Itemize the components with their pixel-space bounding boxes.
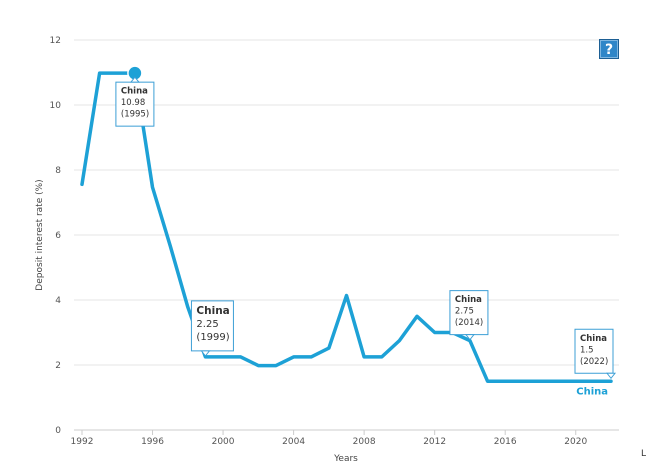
y-tick-label: 8 — [55, 166, 61, 176]
tooltip-pointer — [129, 76, 140, 83]
x-tick-label: 2012 — [423, 437, 446, 447]
tooltip-year: (2022) — [580, 357, 608, 367]
tooltip-year: (2014) — [455, 318, 483, 328]
y-tick-label: 6 — [55, 231, 61, 241]
tooltip-pointer — [200, 350, 211, 357]
y-tick-label: 0 — [55, 426, 61, 436]
tooltip-box — [190, 300, 234, 352]
x-tick-label: 2000 — [212, 437, 235, 447]
y-tick-label: 4 — [55, 296, 61, 306]
x-tick-label: 2008 — [353, 437, 376, 447]
tooltip-series-name: China — [121, 87, 148, 97]
annotation-tooltip: China 2.75(2014) — [449, 290, 489, 341]
tooltip-box — [449, 290, 489, 336]
tooltip-series-name: China — [580, 334, 607, 344]
x-tick-label: 2004 — [282, 437, 305, 447]
corner-mark: L — [641, 449, 647, 459]
tooltip-value: 10.98 — [121, 98, 145, 108]
tooltip-year: (1995) — [121, 110, 149, 120]
annotation-tooltip: China 2.25 (1999) — [190, 300, 234, 357]
tooltip-value: 2.75 — [455, 307, 474, 317]
x-tick-label: 1996 — [141, 437, 164, 447]
tooltip-pointer — [464, 334, 475, 341]
grid-lines — [74, 39, 619, 366]
y-tick-label: 2 — [55, 361, 61, 371]
tooltip-box — [115, 81, 155, 127]
annotations-layer: China10.98(1995)China2.25(1999)China2.75… — [115, 76, 617, 380]
help-button[interactable]: ? — [599, 39, 619, 59]
series-end-label: China — [576, 386, 608, 397]
y-tick-label: 12 — [50, 36, 61, 46]
tooltip-value: 2.25 — [196, 319, 218, 330]
series-line-china — [80, 71, 613, 384]
tooltip-box — [574, 328, 614, 374]
x-tick-label: 1992 — [71, 437, 94, 447]
tooltip-pointer — [605, 372, 617, 380]
series-layer: China — [80, 65, 613, 397]
axes: 0 2 4 6 8 10 12 1992 1996 2000 2004 2008 2012 2016 202… — [50, 36, 619, 447]
tooltip-series-name: China — [196, 305, 229, 317]
y-axis-title: Deposit interest rate (%) — [35, 179, 45, 290]
tooltip-value: 1.5 — [580, 345, 594, 355]
tooltip-year: (1999) — [196, 332, 229, 343]
tooltip-series-name: China — [455, 295, 482, 305]
y-tick-label: 10 — [50, 101, 62, 111]
x-tick-label: 2016 — [494, 437, 517, 447]
x-tick-label: 2020 — [564, 437, 587, 447]
x-axis-title: Years — [333, 454, 358, 463]
